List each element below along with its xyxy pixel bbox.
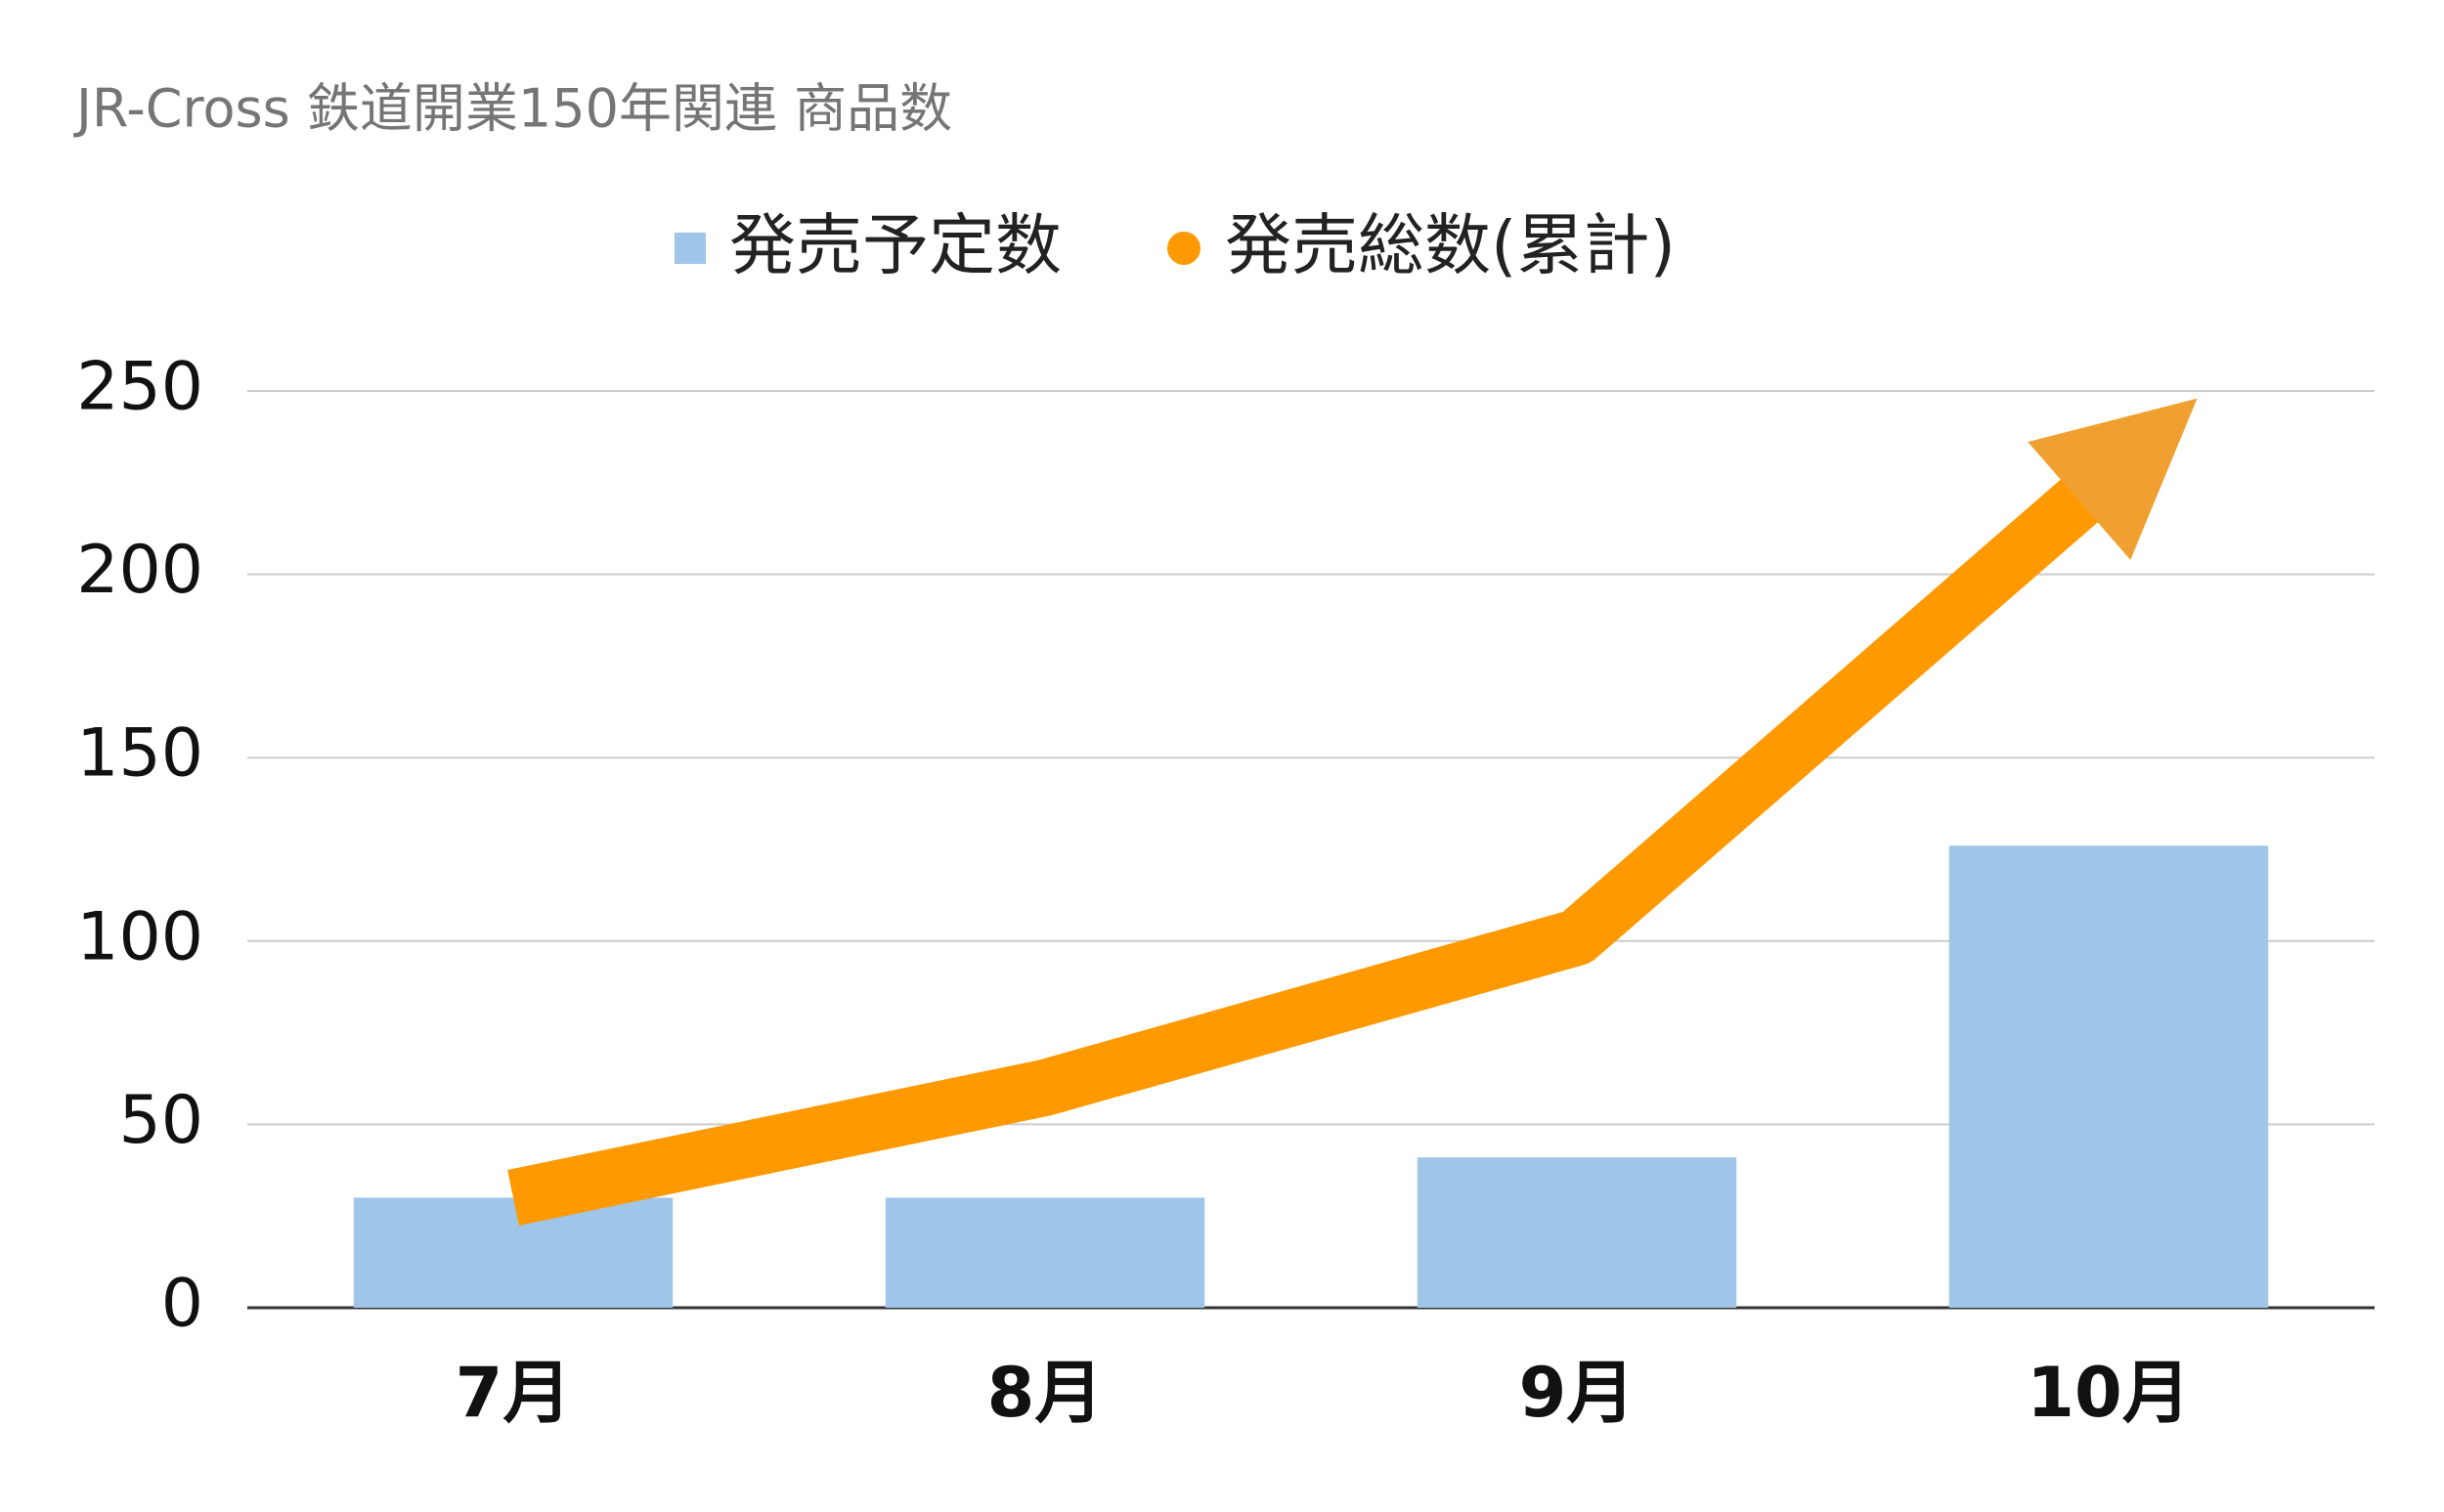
- bar: [353, 1197, 674, 1308]
- y-tick-label: 50: [118, 1082, 203, 1159]
- legend-swatch: [1167, 232, 1200, 265]
- y-tick-label: 200: [76, 532, 203, 609]
- y-tick-label: 150: [76, 715, 203, 793]
- x-tick-label: 10月: [2027, 1353, 2190, 1433]
- bar: [1948, 845, 2269, 1308]
- x-tick-label: 7月: [456, 1353, 572, 1433]
- x-tick-label: 9月: [1519, 1353, 1636, 1433]
- chart-title: JR-Cross 鉄道開業150年関連 商品数: [73, 78, 952, 140]
- y-tick-label: 250: [76, 349, 203, 426]
- x-tick-label: 8月: [987, 1353, 1104, 1433]
- bar: [1417, 1157, 1737, 1308]
- legend-label: 発売予定数: [729, 208, 1062, 285]
- trend-arrow: [507, 398, 2198, 1226]
- y-tick-label: 0: [161, 1266, 203, 1343]
- legend-label: 発売総数(累計): [1225, 208, 1676, 285]
- y-tick-label: 100: [76, 898, 203, 975]
- legend-swatch: [675, 233, 706, 264]
- bar: [885, 1197, 1205, 1308]
